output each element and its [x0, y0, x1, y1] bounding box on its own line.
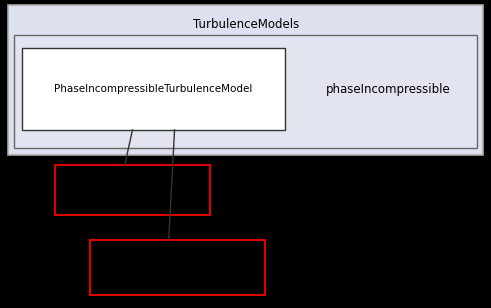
Bar	[8, 5, 483, 155]
Bar	[90, 240, 265, 295]
Bar	[14, 35, 477, 148]
Bar	[22, 48, 285, 130]
Bar	[55, 165, 210, 215]
Text: PhaseIncompressibleTurbulenceModel: PhaseIncompressibleTurbulenceModel	[54, 84, 252, 94]
Text: phaseIncompressible: phaseIncompressible	[326, 83, 450, 95]
Text: TurbulenceModels: TurbulenceModels	[193, 18, 299, 31]
